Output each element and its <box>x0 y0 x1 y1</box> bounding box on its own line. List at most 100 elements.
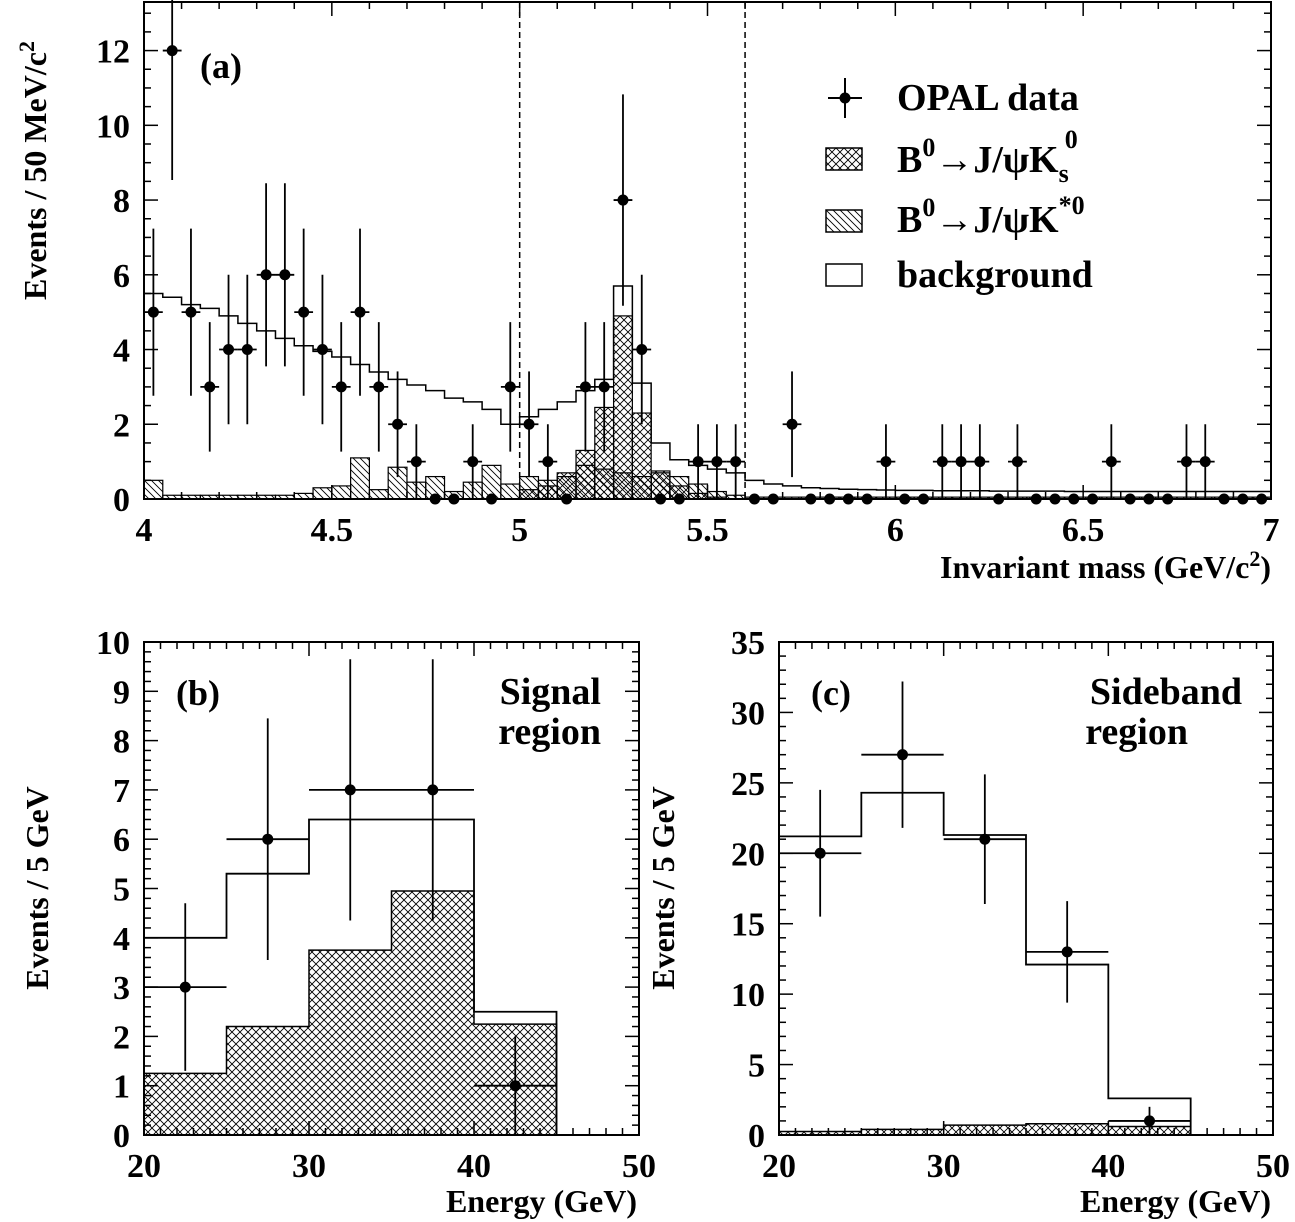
data-point-marker <box>692 456 704 468</box>
data-point <box>576 322 595 452</box>
panel-b-data-point <box>226 718 309 960</box>
data-point-marker <box>711 456 723 468</box>
data-point <box>876 424 896 499</box>
panel-c-ytick-label: 15 <box>731 907 765 944</box>
panel-a-ytick-label: 8 <box>113 183 130 220</box>
data-point <box>632 274 652 425</box>
data-point <box>707 424 727 499</box>
panel-b-xtick-label: 20 <box>127 1148 161 1185</box>
panel-b-ytick-label: 7 <box>113 773 130 810</box>
panel-c-ytick-label: 25 <box>731 766 765 803</box>
legend-background-label: background <box>897 254 1093 296</box>
panel-c-data-point <box>861 681 944 828</box>
data-point-marker <box>335 381 347 393</box>
data-point-marker <box>354 306 366 318</box>
panel-c-data-point-marker <box>1061 946 1073 958</box>
panel-b-plot-area <box>143 659 558 1135</box>
kstar-bar <box>312 487 333 500</box>
panel-b-data-point <box>391 659 474 921</box>
ks-bar <box>631 412 652 500</box>
panel-c-xtick-label: 50 <box>1256 1148 1290 1185</box>
data-point-marker <box>223 344 235 356</box>
data-point-marker <box>166 45 178 57</box>
kstar-bar <box>350 457 371 500</box>
panel-c-data-point <box>1026 901 1109 1003</box>
panel-a-ytick-label: 6 <box>113 258 130 295</box>
data-point-marker <box>204 381 216 393</box>
ks-bar <box>575 449 596 500</box>
panel-a-plot-area <box>143 0 1272 505</box>
data-point <box>200 322 220 452</box>
data-point-marker <box>955 456 967 468</box>
panel-c-xtick-label: 40 <box>1091 1148 1125 1185</box>
panel-c-xtick-label: 30 <box>927 1148 961 1185</box>
panel-a-ytick-label: 12 <box>96 34 130 71</box>
legend-kstar-label: B0→J/ψK*0 <box>897 191 1085 241</box>
panel-c-region-line1: Sideband <box>1090 671 1242 713</box>
panel-b-background-histogram <box>143 818 558 1135</box>
panel-c-plot-area <box>778 681 1192 1135</box>
data-point-marker <box>185 306 197 318</box>
data-point-marker <box>617 194 629 206</box>
panel-a-ticks: 4 4.5 5 5.5 6 6.5 7 0 2 4 6 8 10 12 <box>96 2 1280 549</box>
data-point <box>594 322 614 452</box>
data-point <box>688 424 708 499</box>
panel-c-tag: (c) <box>811 673 851 713</box>
ks-bar <box>612 315 633 500</box>
panel-a-xtick-label: 5 <box>511 512 528 549</box>
data-point-marker <box>373 381 385 393</box>
panel-b-ytick-label: 8 <box>113 724 130 761</box>
panel-c-data-point-marker <box>979 833 991 845</box>
panel-c: 20 30 40 50 0 5 10 15 20 25 30 35 (c) Sideband regi… <box>645 625 1290 1219</box>
panel-c-ks-histogram <box>778 1122 1192 1135</box>
panel-c-ytick-label: 20 <box>731 836 765 873</box>
panel-a-xtick-label: 7 <box>1263 512 1280 549</box>
data-point-marker <box>1011 456 1023 468</box>
panel-c-data-point <box>943 774 1026 904</box>
panel-c-xtick-label: 20 <box>762 1148 796 1185</box>
panel-b-ytick-label: 5 <box>113 872 130 909</box>
data-point-marker <box>392 418 404 430</box>
data-point <box>313 274 332 425</box>
data-point-marker <box>241 344 253 356</box>
data-point <box>275 183 295 367</box>
data-point <box>144 228 163 396</box>
panel-c-data-point-marker <box>814 847 826 859</box>
data-point-marker <box>410 456 422 468</box>
panel-b-data-point-marker <box>344 784 356 796</box>
data-point <box>782 371 802 478</box>
panel-b-data-point <box>474 1036 557 1135</box>
data-point-marker <box>880 456 892 468</box>
panel-b-ytick-label: 4 <box>113 921 130 958</box>
panel-b-ks-histogram <box>143 890 558 1135</box>
kstar-bar <box>143 479 164 500</box>
data-point <box>406 424 426 499</box>
panel-c-data-point-marker <box>897 749 908 761</box>
data-point <box>181 228 201 396</box>
data-point <box>1195 424 1215 499</box>
data-point-marker <box>523 418 535 430</box>
data-point <box>951 424 971 499</box>
data-point <box>1008 424 1027 499</box>
data-point <box>369 322 389 452</box>
data-point <box>294 228 314 396</box>
panel-a-xtick-label: 6.5 <box>1062 512 1105 549</box>
data-point-marker <box>1199 456 1211 468</box>
panel-a: 4 4.5 5 5.5 6 6.5 7 0 2 4 6 8 10 12 (a) Events / 50 M… <box>14 0 1280 585</box>
data-point <box>538 424 558 499</box>
data-point-marker <box>279 269 291 281</box>
panel-b-ytick-label: 10 <box>96 625 130 662</box>
data-point-marker <box>974 456 986 468</box>
panel-a-frame <box>143 1 1272 500</box>
data-point <box>500 322 520 452</box>
panel-b-ytick-label: 3 <box>113 970 130 1007</box>
legend-ks-label: B0→J/ψKs0 <box>897 125 1078 188</box>
legend-data-marker <box>828 78 862 118</box>
panel-c-ylabel: Events / 5 GeV <box>645 786 681 990</box>
panel-c-xlabel: Energy (GeV) <box>1080 1183 1271 1219</box>
data-point <box>1177 424 1196 499</box>
data-point-marker <box>936 456 948 468</box>
panel-b-ticks: 20 30 40 50 0 1 2 3 4 5 6 7 8 9 10 <box>96 625 656 1185</box>
panel-b-region-line2: region <box>498 711 601 753</box>
data-point-marker <box>598 381 610 393</box>
